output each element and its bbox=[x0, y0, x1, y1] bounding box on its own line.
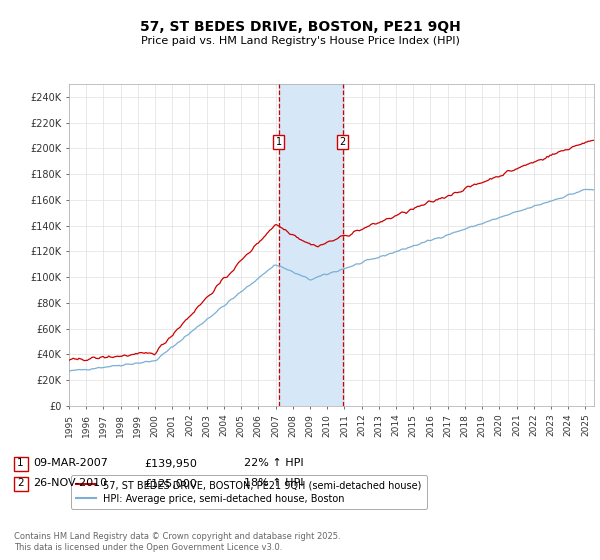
Text: Price paid vs. HM Land Registry's House Price Index (HPI): Price paid vs. HM Land Registry's House … bbox=[140, 36, 460, 46]
Legend: 57, ST BEDES DRIVE, BOSTON, PE21 9QH (semi-detached house), HPI: Average price, : 57, ST BEDES DRIVE, BOSTON, PE21 9QH (se… bbox=[71, 475, 427, 509]
Text: Contains HM Land Registry data © Crown copyright and database right 2025.
This d: Contains HM Land Registry data © Crown c… bbox=[14, 533, 341, 552]
Text: 1: 1 bbox=[276, 137, 282, 147]
FancyBboxPatch shape bbox=[14, 477, 28, 491]
Text: 2: 2 bbox=[340, 137, 346, 147]
Text: £139,950: £139,950 bbox=[144, 459, 197, 469]
Text: 18% ↑ HPI: 18% ↑ HPI bbox=[244, 478, 304, 488]
Text: 2: 2 bbox=[17, 478, 24, 488]
FancyBboxPatch shape bbox=[14, 456, 28, 470]
Text: 26-NOV-2010: 26-NOV-2010 bbox=[33, 478, 107, 488]
Text: 57, ST BEDES DRIVE, BOSTON, PE21 9QH: 57, ST BEDES DRIVE, BOSTON, PE21 9QH bbox=[140, 20, 460, 34]
Text: £125,000: £125,000 bbox=[144, 478, 197, 488]
Text: 1: 1 bbox=[17, 459, 24, 469]
Bar bbox=[279, 84, 343, 406]
Text: 09-MAR-2007: 09-MAR-2007 bbox=[33, 459, 108, 469]
Text: 22% ↑ HPI: 22% ↑ HPI bbox=[244, 459, 304, 469]
